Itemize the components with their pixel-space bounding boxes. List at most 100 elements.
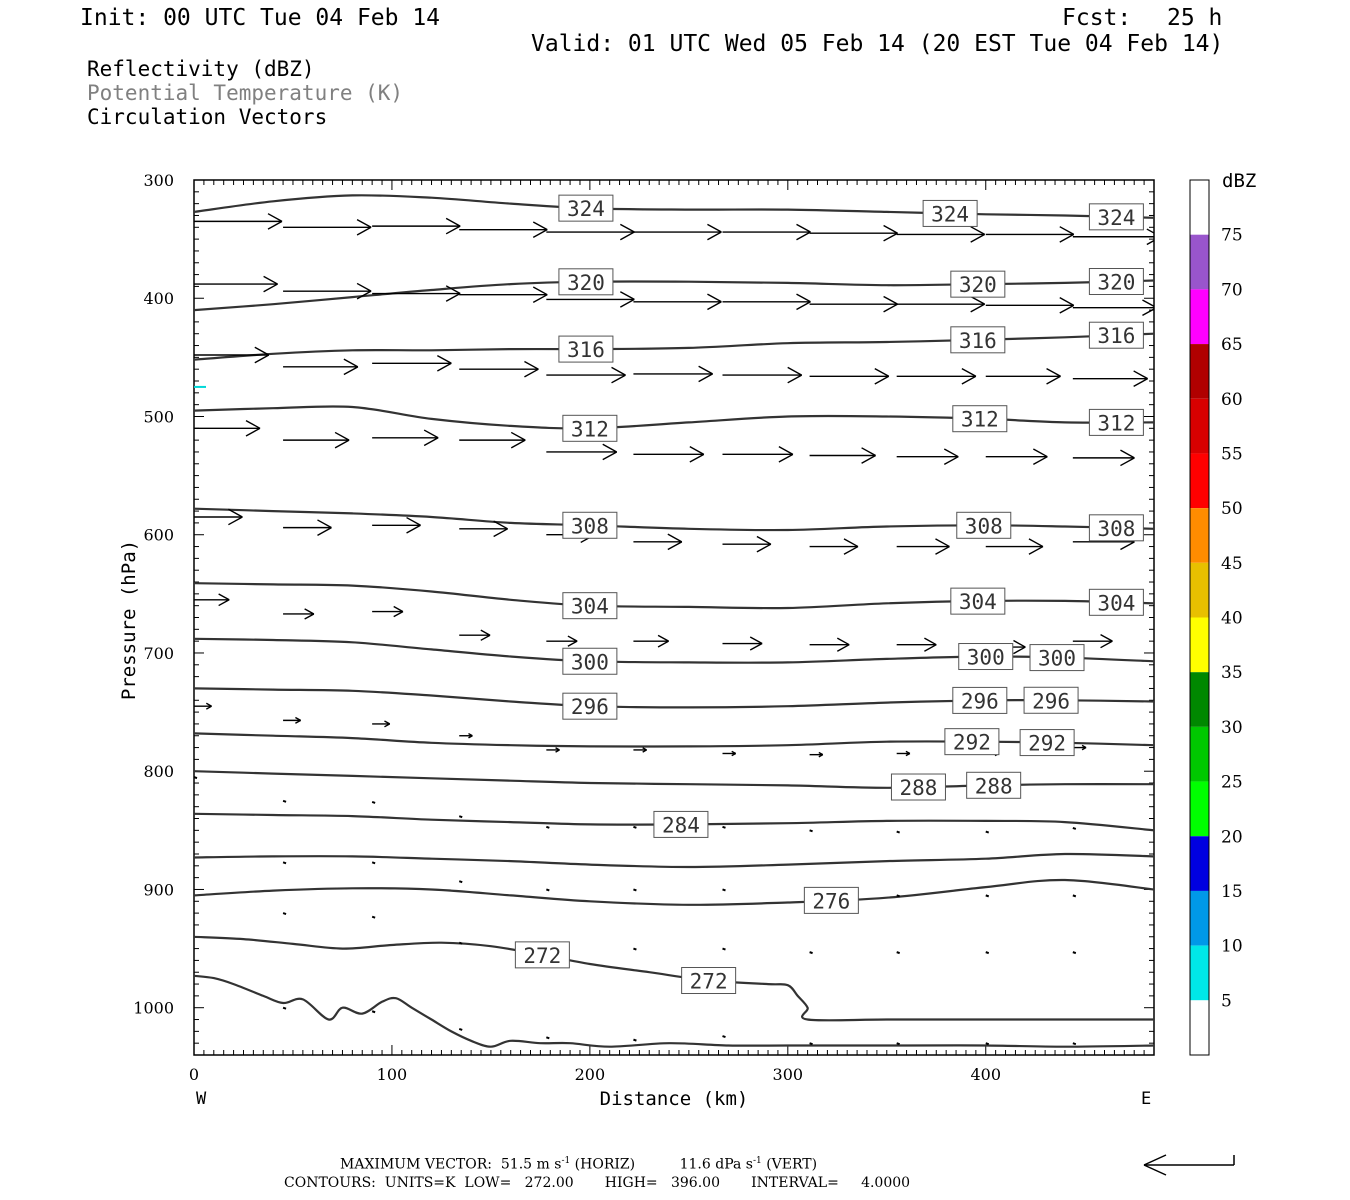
circulation-vector (722, 223, 811, 241)
theta-contour-280 (194, 852, 1154, 869)
theta-contour-268 (194, 974, 1154, 1048)
contour-label-text: 312 (961, 408, 999, 432)
contour-label-box (514, 941, 570, 969)
west-label: W (196, 1089, 207, 1109)
circulation-vector (896, 538, 950, 555)
contours-info: CONTOURS: UNITS=K LOW= 272.00 HIGH= 396.… (284, 1175, 911, 1191)
colorbar-segment (1190, 890, 1209, 946)
max-vector-horiz: 51.5 m s (500, 1156, 562, 1173)
circulation-vectors-field-label: Circulation Vectors (87, 105, 328, 129)
weak-vector (722, 888, 726, 892)
circulation-vector (633, 365, 713, 383)
contour-label-box (1088, 321, 1144, 349)
contour-label-box (966, 771, 1022, 799)
circulation-vector (459, 431, 526, 449)
max-vector-line: MAXIMUM VECTOR: 51.5 m s-1 (HORIZ) 11.6 … (340, 1156, 817, 1173)
theta-contours (194, 194, 1154, 1048)
circulation-vector (896, 226, 986, 243)
circulation-vector (722, 535, 772, 553)
weak-vector (809, 829, 813, 833)
theta-contour-316 (194, 332, 1154, 361)
contour-label-text: 316 (567, 338, 605, 362)
axis-tick-labels: 0 100 200 300 400 300 400 500 600 700 800 900 1000 (133, 171, 1001, 1084)
weak-vector (722, 825, 726, 829)
theta-contour-labels: 324 324 324 320 320 320 316 316 316 312 312 312 308 3… (514, 194, 1144, 995)
theta-contour-324 (194, 194, 1154, 219)
contour-label-box (956, 511, 1012, 539)
contour-label-text: 284 (662, 813, 700, 837)
circulation-vector (283, 716, 302, 724)
circulation-vector (722, 293, 811, 311)
circulation-vector (283, 519, 332, 536)
colorbar-segment (1190, 289, 1209, 345)
x-tick-label: 400 (970, 1065, 1001, 1084)
y-axis-label: Pressure (hPa) (118, 540, 140, 700)
y-tick-label: 800 (143, 762, 174, 781)
y-tick-label: 400 (143, 289, 174, 308)
contour-label-box (958, 643, 1014, 671)
circulation-vector (1072, 744, 1087, 751)
contour-label-box (952, 405, 1008, 433)
contour-label-text: 324 (567, 197, 605, 221)
x-tick-label: 100 (377, 1065, 408, 1084)
colorbar-segment (1190, 180, 1209, 235)
circulation-vector (722, 446, 794, 463)
contour-label-box (558, 194, 614, 222)
y-tick-label: 1000 (133, 999, 174, 1018)
circulation-vector (459, 286, 548, 304)
circulation-vector (459, 360, 539, 378)
vert-exponent: -1 (752, 1156, 762, 1166)
forecast-hour: 25 h (1167, 5, 1223, 31)
contour-label-box (1023, 686, 1079, 714)
dbz-colorbar: 5 10 15 20 25 30 35 40 45 50 55 60 65 70 75 (1189, 179, 1243, 1056)
circulation-vector (546, 291, 635, 308)
contour-label-text: 312 (571, 417, 609, 441)
contour-label-text: 304 (1097, 591, 1135, 615)
weak-vector (546, 888, 550, 892)
circulation-vector (896, 448, 959, 466)
weak-vector (896, 1042, 900, 1046)
x-axis-label: Distance (km) (600, 1088, 749, 1110)
circulation-vector (722, 750, 737, 757)
contour-label-box (558, 268, 614, 296)
circulation-vector (372, 354, 452, 372)
colorbar-segment (1190, 781, 1209, 837)
circulation-vector (985, 367, 1061, 385)
circulation-vector (1072, 370, 1148, 387)
contour-label-box (952, 686, 1008, 714)
circulation-vector (283, 431, 350, 449)
colorbar-segment (1190, 945, 1209, 1001)
circulation-vector (194, 593, 230, 607)
east-label: E (1141, 1089, 1151, 1109)
plot-frame (193, 179, 1155, 1056)
circulation-vector (1072, 449, 1135, 467)
weak-vector (722, 1035, 726, 1039)
weak-vector (633, 888, 637, 892)
colorbar-segment (1190, 836, 1209, 891)
theta-contour-272 (194, 935, 1154, 1022)
circulation-vector (633, 533, 683, 551)
circulation-vector (372, 605, 404, 618)
colorbar-label: 15 (1221, 882, 1243, 902)
contour-label-text: 300 (1038, 647, 1076, 671)
weak-vector (1072, 894, 1077, 898)
contour-label-box (1019, 729, 1075, 757)
circulation-vector (633, 634, 669, 648)
contour-label-text: 312 (1097, 411, 1135, 435)
circulation-vector (633, 223, 722, 241)
weak-vector (633, 947, 637, 951)
circulation-vector (896, 367, 977, 385)
contour-label-text: 288 (975, 774, 1013, 798)
potential-temperature-field-label: Potential Temperature (K) (87, 81, 404, 105)
circulation-vector (633, 747, 647, 753)
circulation-vector (546, 747, 560, 753)
contour-label-text: 320 (959, 273, 997, 297)
max-vector-label: MAXIMUM VECTOR: (340, 1156, 492, 1173)
x-tick-label: 200 (575, 1065, 606, 1084)
circulation-vector (372, 217, 461, 235)
contour-label-box (1088, 408, 1144, 436)
circulation-vector (372, 720, 391, 728)
weak-vector (985, 894, 990, 898)
forecast-label: Fcst: (1062, 5, 1132, 31)
weak-vector (458, 1028, 463, 1031)
